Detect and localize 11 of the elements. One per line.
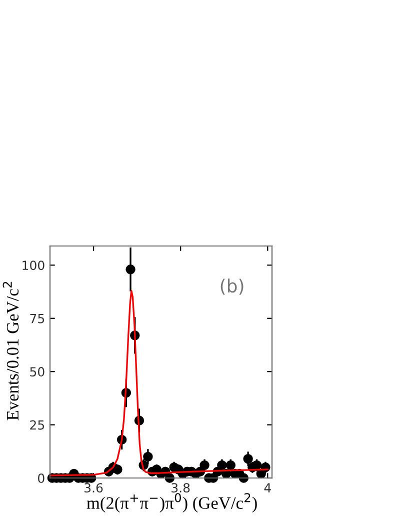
y-axis-title: Events/0.01 GeV/c$^{2}$ [2, 282, 19, 420]
y-tick-label: 25 [30, 420, 44, 430]
text: m(2(π$^{+}$π$^{−}$)π$^{0}$) (GeV/c$^{2}$) [86, 493, 257, 512]
y-tick-label: 75 [30, 314, 44, 324]
x-tick-label: 3.8 [172, 483, 190, 493]
y-tick-label: 100 [22, 260, 44, 270]
x-tick-label: 4 [264, 483, 271, 492]
x-tick-label: 3.6 [84, 483, 103, 493]
y-tick-label: 0 [38, 473, 44, 483]
annotation: (b) [220, 278, 244, 295]
y-tick-label: 50 [30, 367, 44, 377]
